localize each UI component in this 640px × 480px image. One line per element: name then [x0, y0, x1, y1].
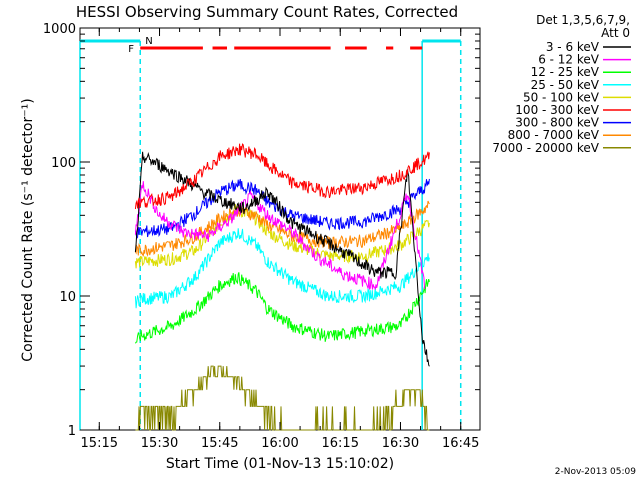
x-tick-label: 16:45: [442, 436, 479, 451]
series-line: [134, 143, 430, 210]
legend-entry-label: 25 - 50 keV: [531, 78, 600, 92]
legend-entry-label: 800 - 7000 keV: [508, 128, 600, 142]
series-line: [134, 272, 430, 344]
plot-area: NF 15:15 15:30 15:45 16:00 16:15 16:30 16:4511…: [43, 22, 481, 451]
series-line: [134, 151, 430, 367]
series-layer: [134, 143, 430, 431]
generation-timestamp: 2-Nov-2013 05:09: [555, 467, 637, 477]
x-tick-label: 16:00: [261, 436, 298, 451]
y-axis-label: Corrected Count Rate (s⁻¹ detector⁻¹): [20, 98, 36, 361]
x-tick-label: 16:30: [382, 436, 419, 451]
series-line: [134, 181, 426, 290]
y-tick-label: 10: [59, 290, 76, 305]
legend-entry-label: 6 - 12 keV: [538, 53, 600, 67]
night-flag-label: N: [145, 36, 152, 47]
legend-entry-label: 12 - 25 keV: [531, 65, 600, 79]
series-line: [134, 203, 430, 269]
legend-entry-label: 100 - 300 keV: [515, 103, 599, 117]
chart-title: HESSI Observing Summary Count Rates, Cor…: [76, 3, 458, 21]
legend-header-line: Att 0: [601, 26, 630, 40]
y-tick-label: 1: [68, 424, 76, 439]
x-tick-label: 15:15: [81, 436, 118, 451]
tick-layer: 15:15 15:30 15:45 16:00 16:15 16:30 16:45 1 10 10…: [43, 22, 480, 451]
y-tick-label: 1000: [43, 22, 76, 37]
legend-entry-label: 3 - 6 keV: [546, 40, 600, 54]
series-line: [135, 365, 430, 431]
legend-entry-label: 300 - 800 keV: [515, 116, 599, 130]
x-tick-label: 15:30: [141, 436, 178, 451]
flag-layer: NF: [79, 36, 462, 430]
series-line: [134, 200, 430, 257]
legend-header-line: Det 1,3,5,6,7,9,: [536, 13, 630, 27]
x-tick-label: 15:45: [201, 436, 238, 451]
y-tick-label: 100: [51, 156, 76, 171]
flare-flag-label: F: [128, 44, 134, 55]
x-tick-label: 16:15: [322, 436, 359, 451]
legend-entry-label: 50 - 100 keV: [523, 90, 600, 104]
x-axis-label: Start Time (01-Nov-13 15:10:02): [166, 456, 394, 472]
legend-entry-label: 7000 - 20000 keV: [492, 141, 599, 155]
series-line: [134, 228, 430, 309]
